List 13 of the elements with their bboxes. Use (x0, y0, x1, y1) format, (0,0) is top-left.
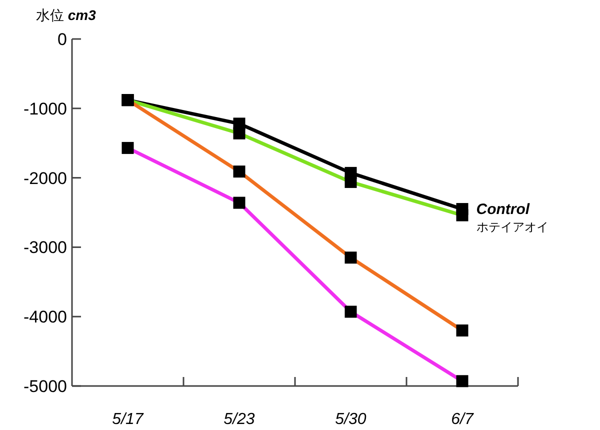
x-tick-label: 6/7 (451, 411, 474, 428)
series-label: ホテイアオイ (476, 220, 548, 234)
x-tick-label: 5/30 (335, 411, 366, 428)
x-tick-label: 5/17 (112, 411, 144, 428)
series-label: Control (476, 201, 530, 218)
y-tick-label: -1000 (24, 99, 67, 118)
y-tick-label: -4000 (24, 308, 67, 327)
y-tick-label: 0 (58, 30, 67, 49)
y-tick-label: -3000 (24, 238, 67, 258)
y-tick-label: -2000 (24, 168, 67, 188)
y-tick-label: -5000 (24, 377, 67, 396)
x-tick-label: 5/23 (224, 411, 255, 428)
y-axis-title: 水位 cm3 (36, 7, 96, 23)
